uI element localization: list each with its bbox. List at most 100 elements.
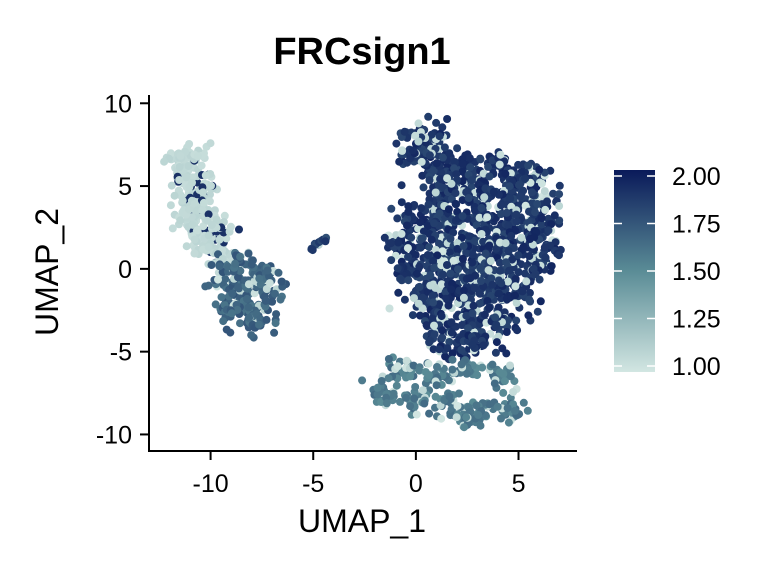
scatter-point	[193, 226, 202, 235]
scatter-point	[402, 356, 411, 365]
scatter-point	[214, 275, 222, 284]
scatter-point	[222, 325, 231, 334]
scatter-point	[373, 390, 382, 399]
colorbar-tick-label: 1.00	[672, 353, 721, 381]
scatter-point	[493, 402, 502, 411]
scatter-point	[432, 159, 441, 168]
scatter-point	[485, 241, 494, 250]
scatter-point	[190, 235, 199, 244]
scatter-point	[525, 288, 534, 297]
scatter-point	[506, 372, 515, 381]
scatter-point	[414, 299, 423, 308]
scatter-point	[458, 196, 467, 205]
scatter-point	[437, 168, 446, 177]
scatter-point	[514, 251, 523, 260]
scatter-point	[465, 154, 474, 163]
scatter-point	[206, 139, 215, 148]
scatter-point	[541, 253, 550, 262]
scatter-point	[484, 266, 493, 275]
x-tick-label: 0	[409, 470, 423, 498]
scatter-point	[236, 266, 245, 275]
scatter-point	[255, 320, 263, 329]
scatter-point	[406, 372, 415, 381]
scatter-point	[485, 172, 494, 181]
scatter-point	[478, 363, 487, 372]
scatter-point	[486, 257, 495, 265]
scatter-point	[537, 214, 546, 223]
scatter-point	[207, 221, 216, 229]
scatter-point	[403, 221, 411, 230]
scatter-point	[417, 204, 426, 213]
scatter-point	[494, 289, 503, 298]
scatter-point	[524, 161, 533, 170]
scatter-point	[207, 181, 215, 190]
scatter-point	[444, 301, 453, 310]
scatter-point	[519, 242, 528, 251]
scatter-point	[528, 188, 536, 197]
scatter-point	[204, 243, 213, 252]
scatter-point	[185, 205, 194, 214]
scatter-point	[479, 341, 488, 350]
scatter-point	[205, 197, 214, 206]
scatter-point	[495, 258, 504, 267]
scatter-point	[430, 330, 439, 339]
scatter-point	[464, 232, 473, 241]
scatter-point	[460, 286, 469, 295]
scatter-point	[425, 176, 434, 185]
scatter-point	[395, 157, 404, 166]
scatter-point	[389, 389, 398, 398]
scatter-point	[426, 281, 435, 290]
scatter-point	[430, 219, 439, 228]
scatter-point	[477, 230, 486, 238]
scatter-point	[243, 294, 251, 303]
scatter-point	[495, 368, 504, 377]
scatter-point	[215, 235, 224, 244]
scatter-point	[447, 179, 456, 188]
chart-title: FRCsign1	[273, 31, 450, 73]
scatter-point	[525, 235, 534, 243]
scatter-point	[190, 249, 199, 258]
scatter-point	[496, 150, 505, 159]
scatter-point	[464, 324, 472, 333]
scatter-point	[470, 206, 479, 215]
scatter-point	[438, 153, 447, 162]
scatter-point	[492, 320, 501, 329]
scatter-point	[494, 303, 503, 312]
scatter-point	[448, 365, 457, 374]
scatter-point	[512, 217, 521, 226]
scatter-point	[506, 361, 514, 370]
scatter-point	[244, 249, 253, 258]
scatter-point	[245, 313, 254, 322]
scatter-point	[423, 222, 432, 230]
scatter-point	[512, 299, 521, 308]
scatter-point	[511, 282, 520, 291]
scatter-point	[384, 374, 393, 383]
scatter-point	[415, 262, 424, 271]
scatter-point	[219, 317, 228, 326]
scatter-point	[417, 234, 426, 243]
scatter-point	[438, 123, 447, 132]
scatter-point	[244, 303, 253, 312]
scatter-point	[491, 313, 500, 322]
scatter-point	[511, 406, 519, 415]
scatter-point	[247, 331, 256, 340]
scatter-point	[518, 287, 527, 296]
scatter-point	[547, 262, 556, 271]
scatter-point	[402, 393, 410, 402]
colorbar-tick-label: 1.50	[672, 258, 721, 286]
scatter-point	[412, 410, 421, 419]
scatter-point	[488, 280, 497, 289]
scatter-point	[540, 243, 549, 252]
scatter-point	[533, 307, 542, 316]
scatter-point	[197, 161, 206, 170]
scatter-point	[521, 174, 530, 183]
scatter-point	[492, 244, 501, 253]
scatter-point	[255, 274, 264, 283]
scatter-point	[451, 189, 460, 198]
scatter-point	[424, 200, 433, 209]
scatter-point	[555, 190, 564, 199]
y-tick-label: -5	[110, 339, 132, 367]
scatter-point	[454, 265, 462, 274]
scatter-point	[263, 266, 272, 275]
scatter-point	[514, 268, 523, 277]
